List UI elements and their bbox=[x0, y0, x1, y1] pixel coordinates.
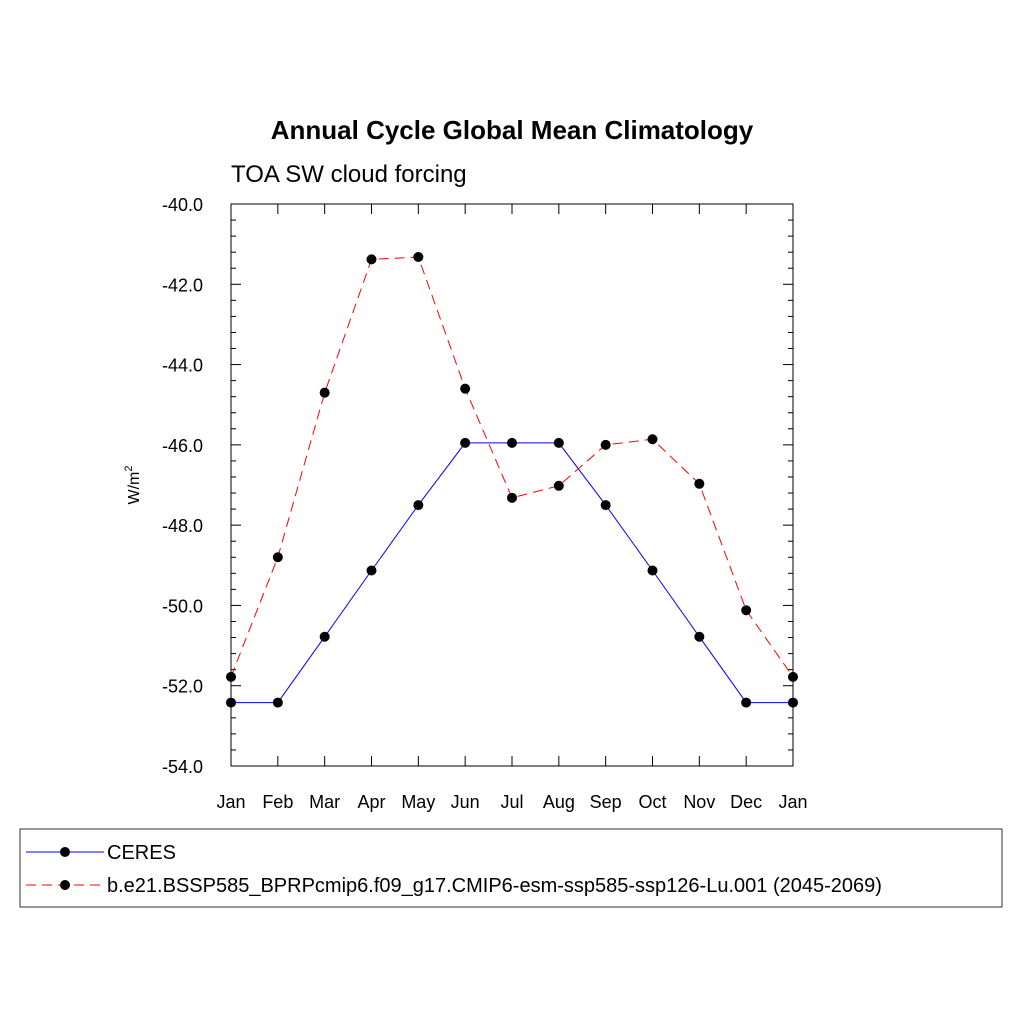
series-1-point bbox=[788, 697, 798, 708]
x-tick-label: Nov bbox=[683, 792, 715, 812]
series-line-2 bbox=[230, 256, 794, 678]
x-tick-label: Jan bbox=[778, 792, 807, 812]
series-2-point bbox=[507, 492, 517, 503]
y-axis-label-unit: W/m bbox=[126, 472, 143, 505]
series-2-point bbox=[319, 387, 330, 398]
y-tick-label: -46.0 bbox=[162, 436, 203, 456]
series-1-point bbox=[741, 697, 752, 708]
legend-marker-2 bbox=[60, 880, 70, 890]
series-2-point bbox=[788, 671, 798, 682]
x-tick-label: Aug bbox=[543, 792, 575, 812]
legend-label-2: b.e21.BSSP585_BPRPcmip6.f09_g17.CMIP6-es… bbox=[107, 875, 882, 897]
legend: CERES b.e21.BSSP585_BPRPcmip6.f09_g17.CMI… bbox=[19, 828, 1003, 908]
y-tick-label: -52.0 bbox=[162, 677, 203, 697]
y-axis: -40.0 -42.0 -44.0 -46.0 -48.0 -50.0 -52.0 -54.0 bbox=[162, 195, 793, 777]
x-tick-label: May bbox=[401, 792, 435, 812]
series-2-point bbox=[413, 251, 424, 262]
series-container bbox=[226, 251, 798, 708]
series-2-point bbox=[600, 439, 611, 450]
x-tick-label: Jan bbox=[216, 792, 245, 812]
plot-area bbox=[230, 203, 794, 767]
series-line-1 bbox=[231, 442, 793, 704]
y-axis-label-exponent: 2 bbox=[123, 466, 135, 472]
x-tick-label: Jul bbox=[500, 792, 523, 812]
series-2-point bbox=[647, 434, 658, 445]
series-1-point bbox=[272, 697, 283, 708]
series-2-point bbox=[741, 605, 752, 616]
x-tick-label: Apr bbox=[357, 792, 385, 812]
series-1-point bbox=[647, 565, 658, 576]
x-tick-label: Feb bbox=[262, 792, 293, 812]
series-1-point bbox=[366, 565, 377, 576]
legend-label-1: CERES bbox=[107, 842, 176, 864]
y-tick-label: -48.0 bbox=[162, 516, 203, 536]
legend-marker-1 bbox=[60, 847, 70, 857]
series-1-point bbox=[507, 437, 517, 448]
series-1-point bbox=[413, 500, 424, 511]
series-2-point bbox=[553, 480, 564, 491]
series-2-point bbox=[694, 478, 705, 489]
legend-box bbox=[19, 828, 1003, 908]
chart-subtitle: TOA SW cloud forcing bbox=[231, 161, 467, 188]
series-1-point bbox=[319, 631, 330, 642]
y-tick-label: -44.0 bbox=[162, 356, 203, 376]
y-tick-label: -42.0 bbox=[162, 275, 203, 295]
series-2-point bbox=[460, 383, 471, 394]
series-2-point bbox=[366, 254, 377, 265]
y-tick-label: -50.0 bbox=[162, 596, 203, 616]
series-1-point bbox=[460, 437, 471, 448]
y-tick-label: -54.0 bbox=[162, 757, 203, 777]
x-tick-label: Dec bbox=[730, 792, 762, 812]
x-axis: Jan Feb Mar Apr May Jun Jul Aug Sep Oct Nov Dec Jan bbox=[216, 204, 808, 812]
series-1-point bbox=[694, 631, 705, 642]
series-1-point bbox=[553, 437, 564, 448]
x-tick-label: Sep bbox=[590, 792, 622, 812]
x-tick-label: Mar bbox=[309, 792, 340, 812]
series-1-point bbox=[600, 500, 611, 511]
series-1-point bbox=[226, 697, 236, 708]
x-tick-label: Jun bbox=[451, 792, 480, 812]
y-tick-label: -40.0 bbox=[162, 195, 203, 215]
series-2-point bbox=[226, 671, 236, 682]
series-2-point bbox=[272, 552, 283, 563]
chart-title: Annual Cycle Global Mean Climatology bbox=[271, 115, 754, 145]
y-axis-label: W/m2 bbox=[123, 466, 143, 505]
x-tick-label: Oct bbox=[638, 792, 666, 812]
